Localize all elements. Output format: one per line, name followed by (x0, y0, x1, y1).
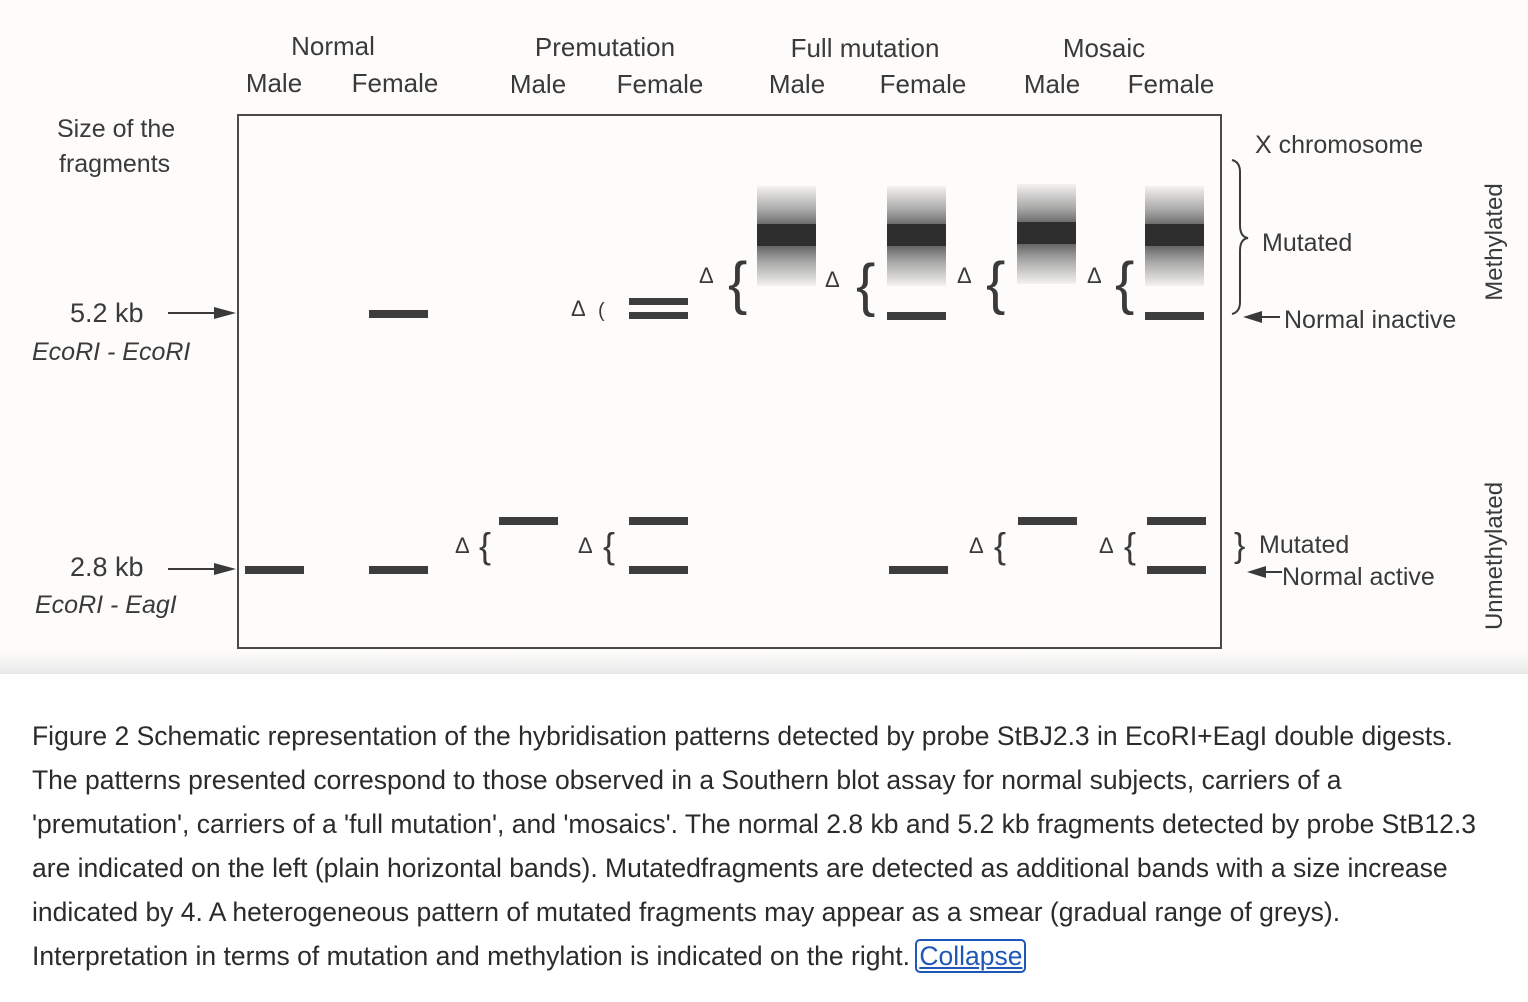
band-52-size-label: 5.2 kb (70, 298, 144, 328)
band-normal-female-28 (369, 566, 428, 574)
col-label-premutation-male: Male (510, 69, 566, 99)
brace-premutation-female-bottom: { (603, 525, 615, 566)
brace-premutation-male-bottom: { (479, 525, 491, 566)
brace-mosaic-male-bottom: { (994, 525, 1006, 566)
right-mutated-bottom-label: Mutated (1259, 531, 1349, 559)
collapse-link[interactable]: Collapse (915, 939, 1027, 973)
brace-full-male-top: { (728, 251, 747, 316)
delta-mosaic-female-top: Δ (1087, 263, 1102, 288)
gel-frame (237, 114, 1222, 649)
delta-mosaic-female-bottom: Δ (1099, 533, 1114, 558)
right-mutated-bottom-brace: } (1234, 527, 1245, 565)
group-label-normal: Normal (291, 31, 375, 61)
brace-full-female-top: { (856, 253, 875, 318)
x-chromosome-label: X chromosome (1255, 131, 1423, 159)
band-28-enzymes-label: EcoRI - EagI (35, 591, 177, 619)
group-label-full-mutation: Full mutation (791, 33, 940, 63)
band-premutation-female-mut (629, 517, 688, 525)
band-premutation-male-mut (499, 517, 558, 525)
band-normal-male-28 (245, 566, 304, 574)
band-52-enzymes-label: EcoRI - EcoRI (32, 338, 190, 366)
figure-panel: Normal Male Female Premutation Male Fema… (0, 31, 1528, 674)
delta-full-female-top: Δ (825, 267, 840, 292)
group-label-mosaic: Mosaic (1063, 33, 1145, 63)
size-label-line2: fragments (59, 150, 170, 178)
arrow-52-icon (168, 307, 236, 319)
right-mutated-top-label: Mutated (1262, 229, 1352, 257)
band-premutation-female-28 (629, 566, 688, 574)
right-bracket-top (1231, 159, 1249, 315)
col-label-normal-male: Male (246, 68, 302, 98)
figure-bottom-fade (0, 652, 1528, 674)
figure-caption: Figure 2 Schematic representation of the… (32, 714, 1492, 978)
band-mosaic-female-52 (1145, 312, 1204, 320)
delta-mosaic-male-top: Δ (957, 263, 972, 288)
band-full-male-mut (757, 224, 816, 246)
band-mosaic-male-mut-bottom (1018, 517, 1077, 525)
band-mosaic-male-mut (1017, 222, 1076, 244)
band-full-female-28 (889, 566, 948, 574)
size-label-line1: Size of the (57, 115, 175, 143)
delta-full-male-top: Δ (699, 263, 714, 288)
brace-mosaic-female-bottom: { (1124, 525, 1136, 566)
col-label-premutation-female: Female (617, 69, 704, 99)
side-methylated-label: Methylated (1481, 183, 1508, 300)
right-normal-active-label: Normal active (1282, 563, 1435, 591)
band-mosaic-female-mut (1145, 224, 1204, 246)
caption-text: Figure 2 Schematic representation of the… (32, 721, 1476, 971)
brace-mosaic-male-top: { (986, 251, 1005, 316)
arrow-normal-active-icon (1247, 566, 1282, 578)
band-full-female-mut (887, 224, 946, 246)
brace-premutation-female-top: ( (598, 300, 605, 322)
group-label-premutation: Premutation (535, 32, 675, 62)
band-mosaic-female-mut-bottom (1147, 517, 1206, 525)
col-label-full-mutation-male: Male (769, 69, 825, 99)
delta-premutation-female-top: Δ (571, 296, 586, 321)
band-mosaic-female-28 (1147, 566, 1206, 574)
band-normal-female-52 (369, 310, 428, 318)
delta-mosaic-male-bottom: Δ (969, 533, 984, 558)
side-unmethylated-label: Unmethylated (1481, 482, 1508, 630)
delta-premutation-female-bottom: Δ (578, 533, 593, 558)
band-28-size-label: 2.8 kb (70, 552, 144, 582)
col-label-mosaic-male: Male (1024, 69, 1080, 99)
brace-mosaic-female-top: { (1115, 251, 1134, 316)
band-full-female-52 (887, 312, 946, 320)
col-label-normal-female: Female (352, 68, 439, 98)
col-label-mosaic-female: Female (1128, 69, 1215, 99)
band-premutation-female-52-mut (629, 298, 688, 305)
delta-premutation-male-bottom: Δ (455, 533, 470, 558)
col-label-full-mutation-female: Female (880, 69, 967, 99)
arrow-28-icon (168, 563, 236, 575)
arrow-normal-inactive-icon (1243, 311, 1280, 323)
southern-blot-figure: Normal Male Female Premutation Male Fema… (32, 31, 1508, 649)
band-premutation-female-52 (629, 312, 688, 319)
right-normal-inactive-label: Normal inactive (1284, 306, 1456, 334)
